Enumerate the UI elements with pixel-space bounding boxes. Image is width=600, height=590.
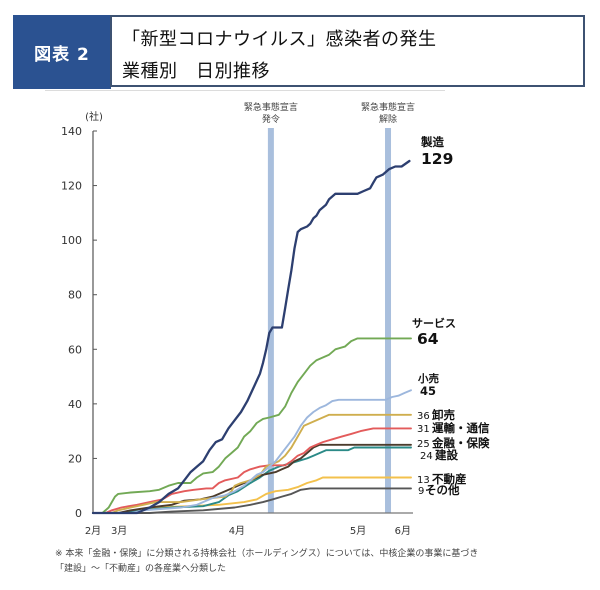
series-label-value-6: 24 (420, 451, 433, 462)
figure-title-line-2: 業種別 日別推移 (122, 61, 270, 82)
series-line-2 (92, 389, 412, 514)
y-tick-label-3: 60 (68, 343, 82, 356)
x-tick-label-0: 2月 (85, 525, 101, 537)
y-tick-label-1: 20 (68, 452, 82, 465)
x-tick-label-1: 3月 (111, 525, 127, 537)
event-band-0 (267, 128, 274, 513)
event-band-1 (385, 128, 392, 513)
y-tick-label-4: 80 (68, 289, 82, 302)
header-divider (45, 90, 445, 91)
figure-title-line-1: 「新型コロナウイルス」感染者の発生 (122, 29, 437, 50)
series-line-4 (92, 427, 412, 514)
axes: (社) 0 20 40 60 80 100 120 140 2月 3月 4月 5月 6月 (61, 110, 413, 537)
event-label-line1-1: 緊急事態宣言 (361, 101, 415, 113)
series-label-value-8: 9 (418, 486, 424, 497)
series-line-8 (92, 487, 412, 514)
y-tick-label-2: 40 (68, 398, 82, 411)
series-label-name-6: 建設 (435, 448, 458, 462)
event-label-line1-0: 緊急事態宣言 (244, 101, 298, 113)
series-label-value-3: 36 (417, 411, 430, 422)
series-label-name-7: 不動産 (432, 472, 467, 486)
event-label-line2-0: 発令 (262, 113, 280, 125)
footnote-line-2: 「建設」～「不動産」の各産業へ分類した (55, 564, 227, 574)
x-tick-label-3: 5月 (350, 525, 366, 537)
series-label-value-2: 45 (420, 384, 436, 398)
event-label-line2-1: 解除 (379, 113, 397, 125)
series-label-value-0: 129 (421, 150, 453, 168)
series-label-value-1: 64 (417, 330, 439, 348)
y-axis-unit-label: (社) (85, 110, 103, 123)
figure-number-badge: 図表 2 (13, 15, 111, 89)
series-label-value-7: 13 (417, 475, 430, 486)
figure-title-box: 「新型コロナウイルス」感染者の発生 業種別 日別推移 (110, 15, 585, 87)
series-line-0 (91, 159, 411, 515)
series-label-name-5: 金融・保険 (431, 436, 490, 450)
series-label-name-4: 運輸・通信 (432, 421, 490, 435)
series-line-1 (92, 337, 412, 514)
footnote: ※ 本来「金融・保険」に分類される持株会社（ホールディングス）については、中核企… (55, 547, 478, 577)
series-label-value-5: 25 (417, 439, 430, 450)
y-tick-label-5: 100 (61, 234, 82, 247)
y-tick-label-0: 0 (75, 507, 82, 520)
y-tick-label-6: 120 (61, 180, 82, 193)
series-label-name-1: サービス (412, 316, 456, 330)
x-tick-label-2: 4月 (229, 525, 245, 537)
figure-header: 図表 2 「新型コロナウイルス」感染者の発生 業種別 日別推移 (13, 15, 585, 89)
series-lines (91, 159, 412, 515)
footnote-line-1: ※ 本来「金融・保険」に分類される持株会社（ホールディングス）については、中核企… (55, 549, 479, 559)
series-label-name-0: 製造 (420, 135, 444, 149)
x-tick-label-4: 6月 (395, 525, 411, 537)
y-tick-label-7: 140 (61, 125, 82, 138)
series-label-name-2: 小売 (417, 372, 439, 385)
series-label-value-4: 31 (417, 424, 430, 435)
series-label-name-3: 卸売 (432, 408, 455, 422)
series-label-name-8: その他 (425, 483, 460, 497)
